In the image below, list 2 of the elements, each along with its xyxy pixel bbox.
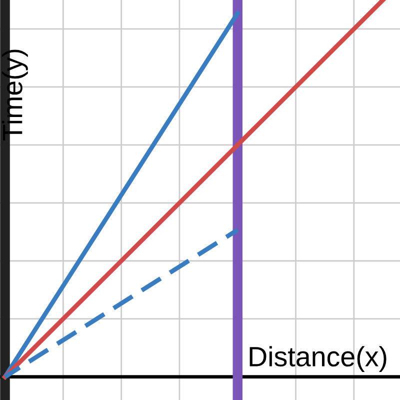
x-axis-title: Distance(x) bbox=[250, 346, 386, 372]
y-axis-title: Time(y) bbox=[2, 50, 28, 140]
